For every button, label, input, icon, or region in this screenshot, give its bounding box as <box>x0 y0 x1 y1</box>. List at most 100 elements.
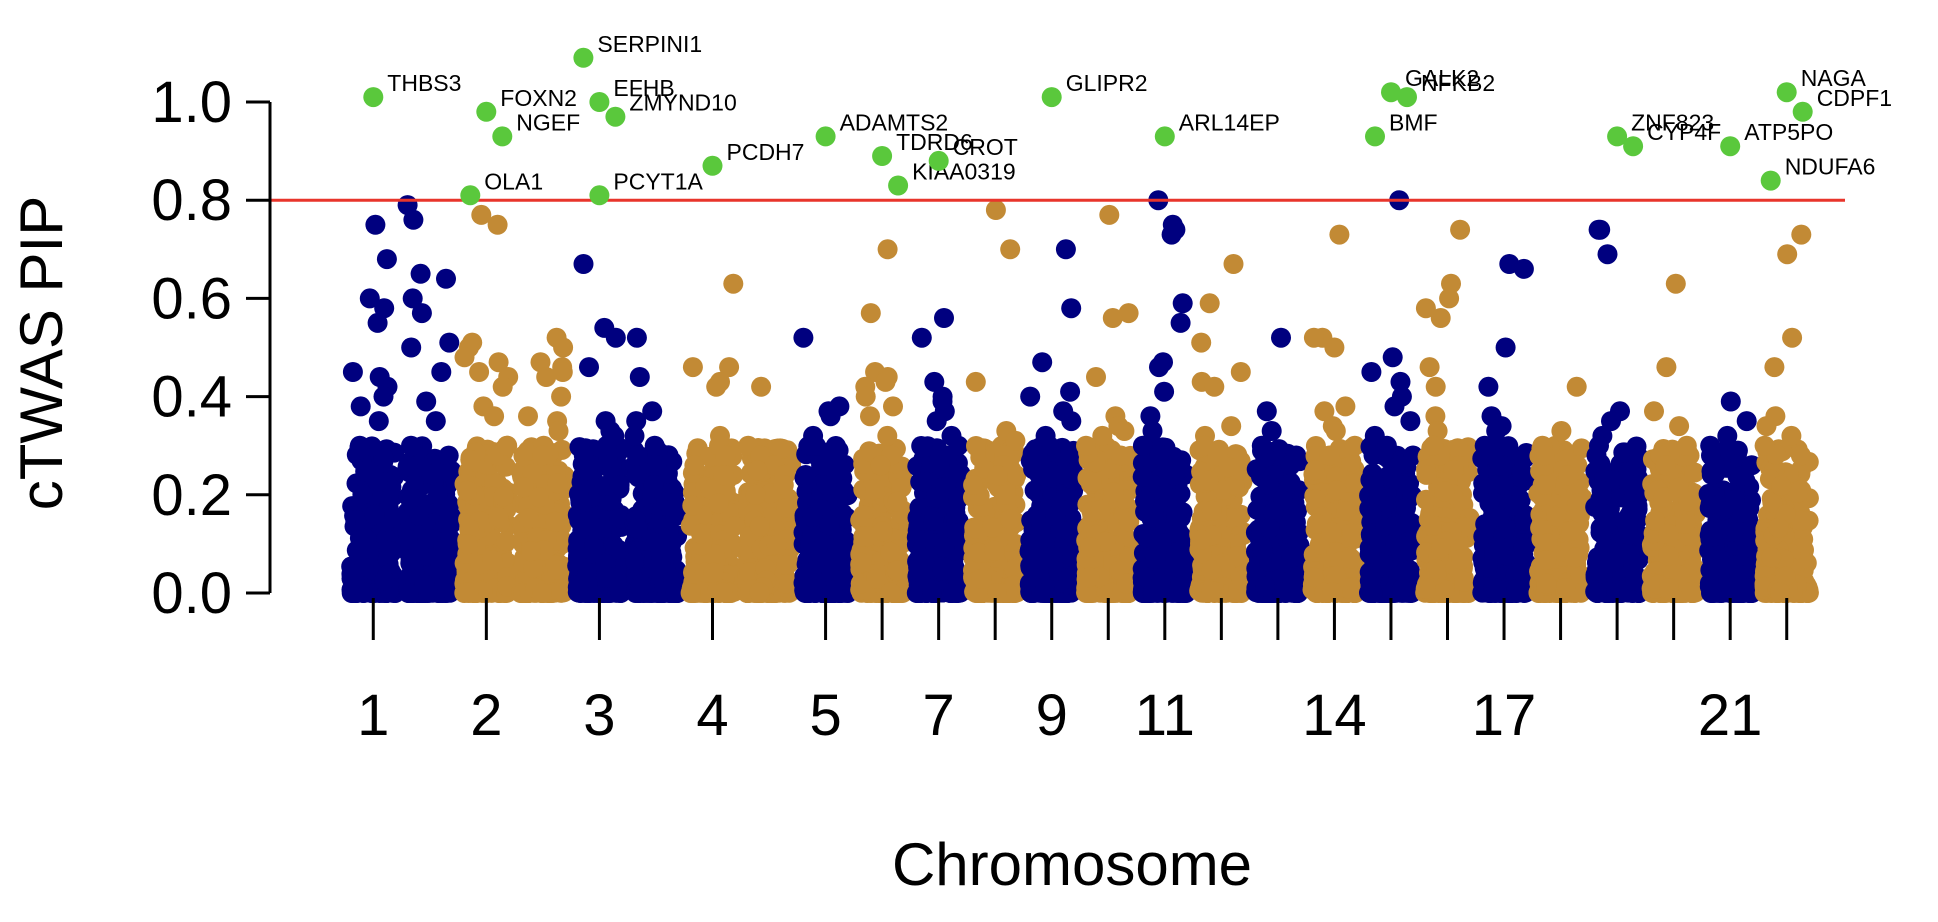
gene-point <box>1256 401 1277 422</box>
gene-point <box>626 327 647 348</box>
gene-point <box>1201 581 1222 601</box>
gene-point <box>751 376 772 397</box>
gene-point <box>1166 506 1187 527</box>
gene-point <box>365 214 386 235</box>
gene-point <box>553 337 574 358</box>
gene-point <box>460 449 481 470</box>
gene-point <box>630 577 651 598</box>
gene-point <box>457 480 478 501</box>
gene-point <box>1304 460 1325 481</box>
gene-point <box>1161 224 1182 245</box>
gene-point <box>1167 557 1188 578</box>
gene-point <box>1204 376 1225 397</box>
gene-point <box>352 484 373 505</box>
gene-point <box>349 435 370 456</box>
gene-point <box>1061 411 1082 432</box>
gene-point <box>800 435 821 456</box>
gene-point <box>770 438 791 459</box>
gene-point <box>1259 518 1280 539</box>
gene-point <box>493 486 514 507</box>
gene-point <box>1198 470 1219 491</box>
gene-point <box>482 550 503 571</box>
gene-point <box>610 583 631 603</box>
gene-point <box>373 386 394 407</box>
gene-point <box>1280 455 1301 476</box>
gene-point <box>684 455 705 476</box>
gene-point <box>609 475 630 495</box>
gene-point <box>1027 445 1048 466</box>
gene-point <box>536 367 557 387</box>
gene-point <box>401 435 421 456</box>
gene-point <box>457 534 478 555</box>
gene-point <box>1342 523 1362 544</box>
gene-point <box>596 435 617 456</box>
gene-point <box>438 563 459 584</box>
gene-point <box>625 550 646 571</box>
gene-point <box>521 541 542 562</box>
gene-point <box>573 254 594 274</box>
gene-point <box>1102 308 1123 328</box>
gene-point <box>1151 533 1172 553</box>
gene-point <box>1303 327 1324 348</box>
gene-point <box>644 435 665 456</box>
gene-point <box>359 288 380 309</box>
gene-point <box>1322 582 1343 603</box>
gene-point <box>923 510 944 531</box>
gene-point <box>626 465 647 486</box>
gene-point <box>440 528 461 549</box>
gene-point <box>877 425 898 446</box>
gene-point <box>860 406 880 427</box>
gene-point <box>408 540 429 561</box>
gene-point <box>397 456 418 477</box>
gene-point <box>513 477 534 498</box>
gene-point <box>913 437 934 458</box>
gene-point <box>488 507 509 528</box>
gene-point <box>438 445 459 466</box>
gene-point <box>682 357 703 378</box>
gene-point <box>766 534 787 555</box>
gene-point <box>1201 559 1222 580</box>
gene-point <box>469 362 490 382</box>
gene-point <box>1230 362 1251 382</box>
gene-point <box>1319 445 1340 466</box>
gene-point <box>1080 537 1101 558</box>
gene-point <box>1191 529 1212 550</box>
gene-point <box>747 460 768 481</box>
gene-point <box>708 493 729 514</box>
gene-point <box>376 249 397 270</box>
gene-point <box>965 371 986 392</box>
gene-point <box>431 362 452 382</box>
gene-point <box>589 518 610 539</box>
gene-point <box>484 471 505 492</box>
gene-point <box>773 475 794 495</box>
gene-point <box>1325 421 1346 441</box>
gene-point <box>1000 509 1021 530</box>
gene-point <box>1149 357 1169 378</box>
gene-point <box>1199 293 1220 314</box>
gene-point <box>749 516 770 537</box>
gene-point <box>605 327 626 348</box>
gene-point <box>1057 568 1078 589</box>
gene-point <box>925 487 946 508</box>
gene-point <box>1055 239 1076 260</box>
gene-point <box>1081 471 1102 492</box>
gene-point <box>487 214 508 235</box>
gene-point <box>1321 522 1342 543</box>
gene-point <box>723 273 744 294</box>
gene-point <box>985 200 1006 220</box>
gene-point <box>626 411 647 432</box>
gene-point <box>855 386 876 407</box>
gene-point <box>715 445 736 466</box>
gene-point <box>691 523 711 544</box>
gene-point <box>643 475 664 495</box>
gene-point <box>865 479 886 500</box>
gene-point <box>1324 337 1345 358</box>
gene-point <box>518 406 538 427</box>
gene-point <box>1086 367 1106 387</box>
gene-point <box>745 484 766 505</box>
gene-point <box>344 574 365 595</box>
gene-point <box>682 495 703 516</box>
gene-point <box>706 376 727 397</box>
gene-point <box>421 464 442 485</box>
